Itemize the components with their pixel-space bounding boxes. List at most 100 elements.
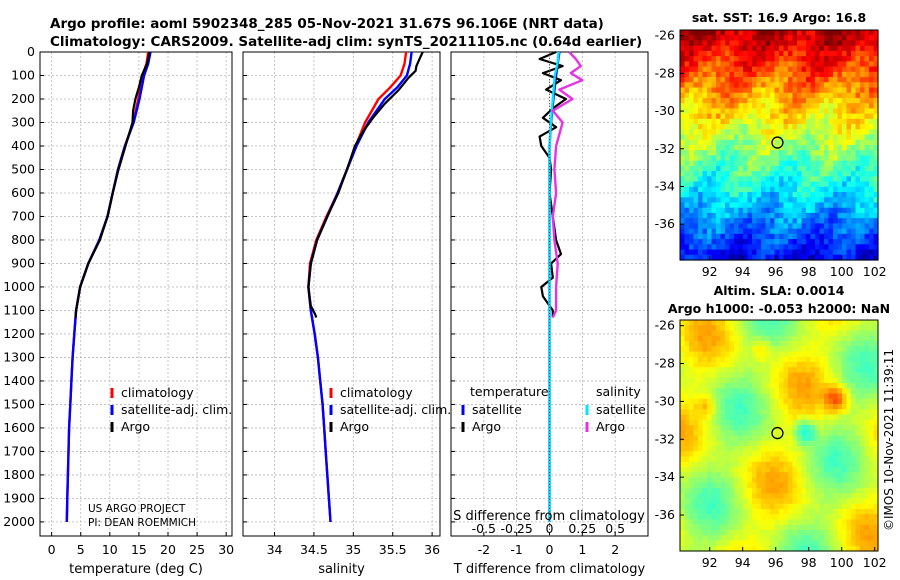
map-cell bbox=[864, 108, 870, 115]
map-cell bbox=[680, 139, 686, 146]
map-cell bbox=[824, 409, 830, 416]
map-cell bbox=[846, 50, 852, 57]
map-cell bbox=[774, 419, 780, 426]
map-cell bbox=[860, 160, 866, 167]
map-cell bbox=[828, 139, 834, 146]
map-cell bbox=[792, 124, 798, 130]
map-cell bbox=[810, 362, 816, 368]
map-cell bbox=[725, 377, 731, 384]
map-cell bbox=[774, 325, 780, 332]
plot-frame bbox=[39, 51, 233, 537]
map-cell bbox=[765, 207, 771, 214]
sla-map-title: Altim. SLA: 0.0014 bbox=[714, 283, 845, 298]
map-cell bbox=[774, 254, 780, 261]
map-cell bbox=[693, 197, 699, 204]
map-cell bbox=[716, 335, 722, 342]
map-cell bbox=[873, 233, 879, 240]
map-cell bbox=[851, 165, 857, 172]
map-cell bbox=[720, 509, 726, 515]
map-cell bbox=[824, 160, 830, 167]
map-cell bbox=[792, 212, 798, 219]
map-cell bbox=[815, 113, 821, 120]
map-cell bbox=[846, 239, 852, 245]
map-cell bbox=[684, 160, 690, 167]
map-cell bbox=[770, 325, 776, 332]
map-cell bbox=[752, 56, 758, 62]
map-cell bbox=[833, 160, 839, 167]
map-cell bbox=[783, 440, 789, 447]
map-cell bbox=[873, 325, 879, 332]
map-cell bbox=[752, 218, 758, 225]
map-cell bbox=[851, 155, 857, 162]
map-cell bbox=[815, 145, 821, 151]
map-cell bbox=[855, 223, 861, 230]
map-cell bbox=[864, 430, 870, 437]
map-cell bbox=[797, 383, 803, 389]
map-cell bbox=[797, 377, 803, 384]
map-cell bbox=[842, 446, 848, 452]
legend-label-t-argo: Argo bbox=[472, 419, 501, 434]
map-cell bbox=[747, 207, 753, 214]
map-cell bbox=[855, 388, 861, 395]
map-cell bbox=[824, 35, 830, 42]
map-cell bbox=[720, 346, 726, 353]
map-cell bbox=[851, 150, 857, 157]
map-cell bbox=[684, 61, 690, 68]
map-cell bbox=[693, 50, 699, 57]
map-cell bbox=[824, 540, 830, 547]
map-cell bbox=[743, 419, 749, 426]
map-cell bbox=[779, 545, 785, 552]
map-cell bbox=[797, 341, 803, 347]
map-cell bbox=[873, 228, 879, 235]
map-cell bbox=[725, 186, 731, 193]
map-cell bbox=[783, 356, 789, 363]
map-cell bbox=[779, 398, 785, 405]
map-cell bbox=[828, 362, 834, 368]
map-cell bbox=[716, 150, 722, 157]
map-cell bbox=[860, 233, 866, 240]
temperature-panel: 0100200300400500600700800900100011001200… bbox=[3, 44, 234, 577]
map-cell bbox=[797, 545, 803, 552]
map-cell bbox=[864, 155, 870, 162]
map-cell bbox=[824, 145, 830, 151]
map-cell bbox=[788, 197, 794, 204]
map-cell bbox=[779, 409, 785, 416]
map-cell bbox=[738, 503, 744, 510]
map-cell bbox=[729, 66, 735, 73]
map-cell bbox=[693, 77, 699, 83]
map-cell bbox=[707, 398, 713, 405]
map-cell bbox=[725, 202, 731, 209]
map-cell bbox=[801, 346, 807, 353]
map-cell bbox=[693, 244, 699, 251]
map-cell bbox=[698, 514, 704, 521]
map-cell bbox=[756, 325, 762, 332]
map-cell bbox=[842, 461, 848, 468]
map-cell bbox=[819, 155, 825, 162]
map-cell bbox=[698, 383, 704, 389]
map-cell bbox=[716, 383, 722, 389]
map-cell bbox=[860, 212, 866, 219]
map-cell bbox=[752, 160, 758, 167]
map-cell bbox=[869, 145, 875, 151]
map-cell bbox=[756, 97, 762, 104]
map-cell bbox=[743, 509, 749, 515]
map-cell bbox=[810, 388, 816, 395]
map-cell bbox=[819, 451, 825, 458]
map-cell bbox=[761, 87, 767, 94]
map-cell bbox=[707, 456, 713, 463]
map-cell bbox=[819, 456, 825, 463]
map-cell bbox=[711, 514, 717, 521]
map-cell bbox=[828, 335, 834, 342]
map-cell bbox=[774, 97, 780, 104]
map-cell bbox=[752, 45, 758, 52]
map-cell bbox=[779, 134, 785, 141]
map-cell bbox=[756, 202, 762, 209]
map-cell bbox=[702, 367, 708, 374]
map-cell bbox=[711, 398, 717, 405]
map-cell bbox=[738, 108, 744, 115]
map-cell bbox=[855, 77, 861, 83]
map-cell bbox=[797, 129, 803, 136]
map-cell bbox=[846, 514, 852, 521]
map-cell bbox=[797, 165, 803, 172]
map-cell bbox=[806, 377, 812, 384]
